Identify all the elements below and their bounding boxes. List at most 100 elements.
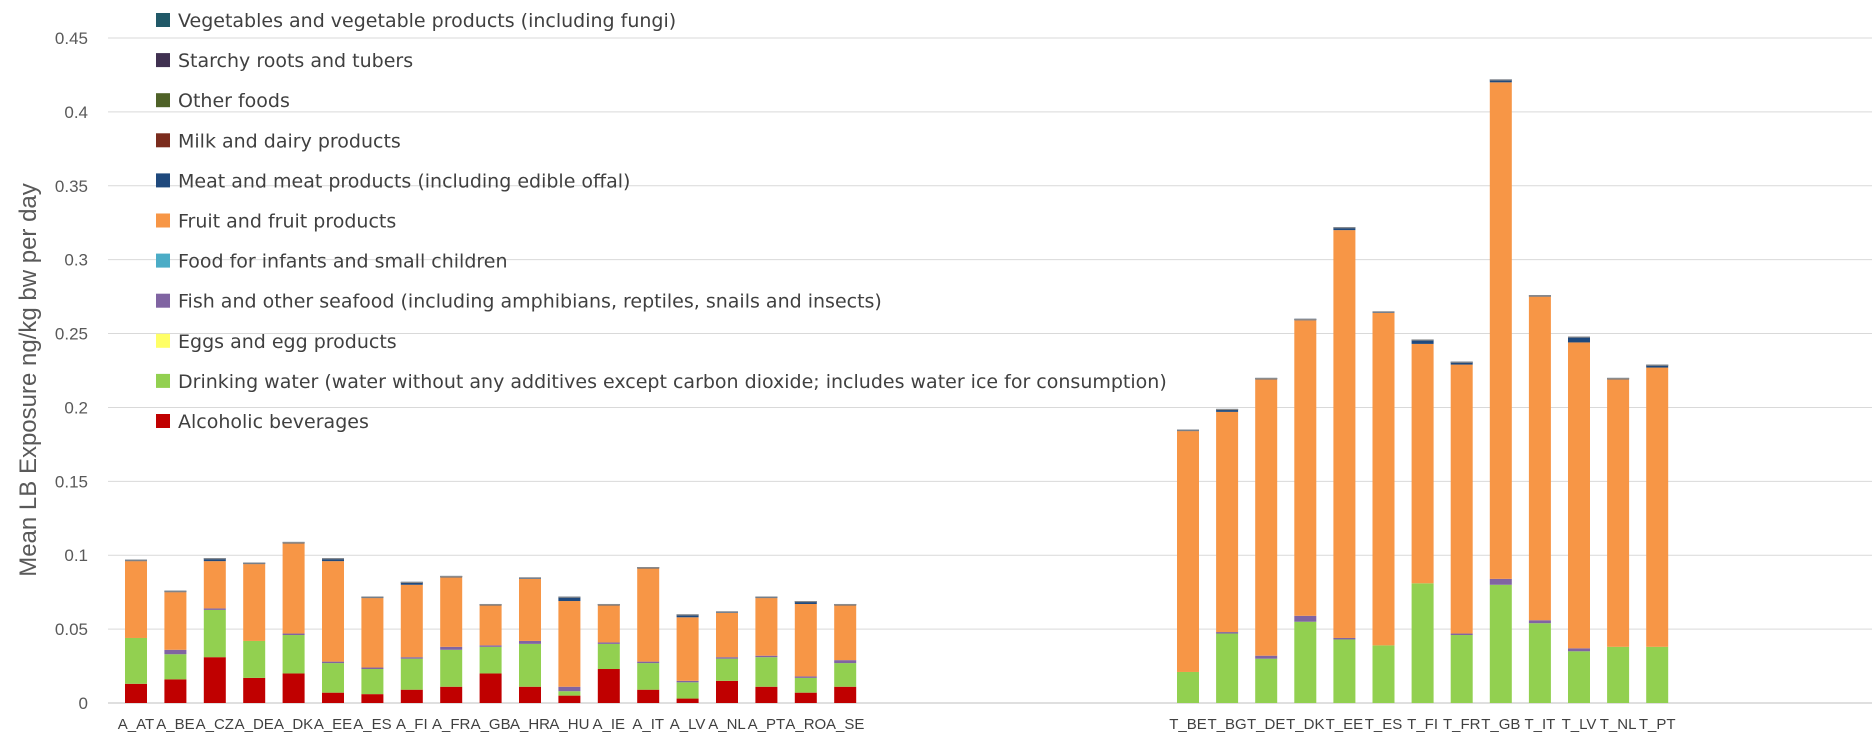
bar-segment: [1607, 379, 1630, 647]
bar-stack: [282, 541, 305, 703]
bar-top: [125, 559, 147, 561]
bar-segment: [558, 601, 581, 687]
bar-top: [282, 541, 305, 544]
legend-label: Starchy roots and tubers: [178, 50, 413, 72]
bar-segment: [1411, 339, 1434, 344]
bar-segment: [755, 657, 778, 687]
legend: Vegetables and vegetable products (inclu…: [156, 10, 1167, 433]
x-tick-label: T_BG: [1208, 716, 1247, 733]
bar-segment: [1216, 411, 1239, 633]
bar-segment: [322, 692, 344, 703]
legend-item: Alcoholic beverages: [156, 411, 369, 433]
x-tick-label: T_PT: [1639, 716, 1676, 733]
x-tick-label: A_ES: [353, 716, 391, 733]
bar-segment: [440, 646, 463, 650]
bar-stack: [440, 575, 463, 703]
bar-segment: [1568, 342, 1590, 649]
legend-label: Alcoholic beverages: [178, 411, 369, 433]
bar-segment: [716, 612, 738, 658]
bar-segment: [1528, 296, 1551, 621]
bar-segment: [282, 543, 305, 634]
x-tick-label: T_ES: [1365, 716, 1403, 733]
legend-label: Eggs and egg products: [178, 331, 397, 353]
bar-segment: [1333, 227, 1356, 231]
bar-segment: [794, 676, 817, 678]
bar-top: [1450, 361, 1473, 363]
bar-top: [794, 601, 817, 603]
bar-top: [1489, 79, 1512, 81]
bar-segment: [834, 686, 857, 703]
bar-stack: [1333, 227, 1356, 703]
bar-segment: [1255, 655, 1278, 659]
legend-item: Other foods: [156, 90, 290, 112]
bar-segment: [125, 561, 147, 638]
bars: [125, 79, 1669, 703]
x-tick-label: T_NL: [1600, 716, 1637, 733]
bar-segment: [1333, 639, 1356, 703]
legend-swatch: [156, 173, 170, 188]
bar-segment: [1489, 79, 1512, 83]
x-tick-label: T_IT: [1524, 716, 1555, 733]
bar-top: [164, 590, 187, 592]
x-tick-label: A_CZ: [196, 716, 234, 733]
bar-top: [519, 577, 541, 579]
bar-stack: [834, 603, 857, 703]
legend-item: Starchy roots and tubers: [156, 50, 413, 72]
x-tick-label: A_RO: [785, 716, 826, 733]
bar-segment: [164, 654, 187, 680]
bar-segment: [558, 695, 581, 703]
bar-stack: [164, 590, 187, 703]
bar-segment: [1489, 584, 1512, 703]
bar-segment: [400, 581, 423, 585]
bar-segment: [1489, 578, 1512, 585]
bar-stack: [1450, 361, 1473, 703]
x-tick-label: A_DK: [274, 716, 313, 733]
bar-top: [1372, 311, 1395, 313]
bar-segment: [322, 661, 344, 664]
bar-segment: [1646, 367, 1669, 647]
bar-stack: [1528, 295, 1551, 703]
x-tick-label: T_DE: [1247, 716, 1285, 733]
bar-segment: [558, 691, 581, 696]
bar-segment: [1177, 431, 1199, 672]
bar-segment: [400, 584, 423, 658]
legend-label: Milk and dairy products: [178, 130, 401, 152]
bar-stack: [203, 558, 226, 703]
bar-segment: [519, 640, 541, 644]
bar-segment: [125, 637, 147, 684]
legend-label: Drinking water (water without any additi…: [178, 371, 1167, 393]
bar-stack: [1255, 377, 1278, 703]
legend-label: Vegetables and vegetable products (inclu…: [178, 10, 676, 32]
bar-segment: [1450, 633, 1473, 636]
bar-segment: [558, 596, 581, 602]
x-tick-label: A_BE: [156, 716, 194, 733]
bar-stack: [1489, 79, 1512, 703]
bar-segment: [282, 633, 305, 636]
bar-top: [440, 575, 463, 578]
bar-segment: [361, 694, 384, 703]
legend-swatch: [156, 13, 170, 27]
bar-top: [1607, 377, 1630, 380]
legend-swatch: [156, 373, 170, 388]
legend-swatch: [156, 333, 170, 348]
bar-segment: [716, 658, 738, 681]
bar-segment: [479, 673, 502, 703]
bar-segment: [164, 592, 187, 650]
bar-stack: [322, 558, 344, 703]
legend-swatch: [156, 293, 170, 308]
bar-segment: [597, 643, 620, 670]
bar-segment: [203, 558, 226, 562]
x-axis-ticks: A_AT A_BE A_CZ A_DE A_DK A_EE A_ES A_FI A_FR A_GB…: [118, 716, 1676, 733]
x-tick-label: A_FI: [396, 716, 428, 733]
bar-segment: [1216, 633, 1239, 703]
bar-segment: [716, 680, 738, 703]
bar-segment: [1646, 646, 1669, 703]
bar-segment: [676, 680, 699, 683]
bar-segment: [755, 598, 778, 656]
bar-segment: [676, 682, 699, 699]
x-tick-label: A_EE: [314, 716, 352, 733]
bar-top: [676, 614, 699, 616]
bar-stack: [597, 603, 620, 703]
bar-stack: [1411, 339, 1434, 703]
